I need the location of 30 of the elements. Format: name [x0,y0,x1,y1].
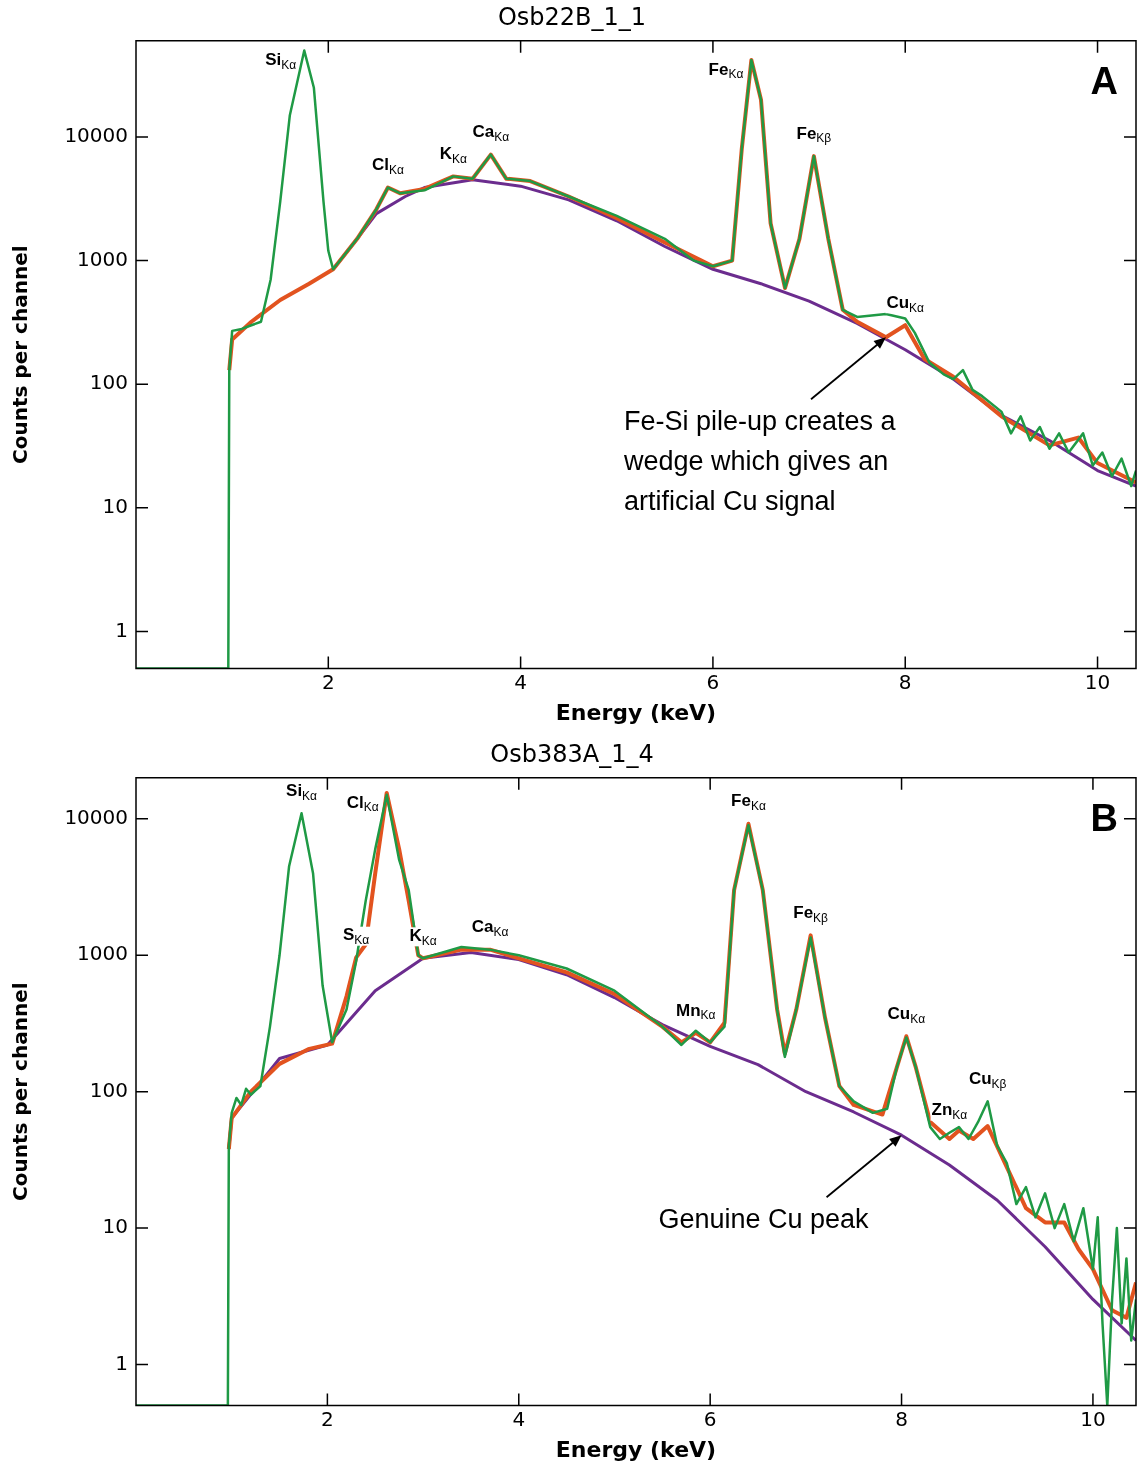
y-tick-label: 1000 [77,941,128,966]
x-axis-title: Energy (keV) [555,699,717,725]
y-tick-label: 10000 [64,805,128,830]
y-tick-label: 10 [102,493,128,518]
x-tick-label: 4 [514,669,527,694]
x-tick-label: 2 [321,669,335,694]
x-tick-label: 6 [706,669,720,694]
annotation: B [1090,797,1118,840]
x-tick-label: 8 [898,669,912,694]
annotation: Genuine Cu peak [658,1204,870,1235]
x-tick-label: 2 [321,1406,334,1431]
y-tick-label: 100 [89,1077,128,1102]
y-axis-title: Counts per channel [8,982,33,1201]
x-tick-label: 8 [895,1406,908,1431]
y-tick-label: 1 [115,1350,128,1375]
chart-title: Osb22B_1_1 [497,2,647,31]
annotation: A [1090,60,1118,103]
y-tick-label: 1 [115,617,128,642]
y-tick-label: 10 [102,1214,128,1239]
x-tick-label: 10 [1084,669,1111,694]
y-tick-label: 1000 [77,246,128,271]
x-axis-title: Energy (keV) [555,1436,717,1462]
y-tick-label: 10000 [64,123,128,148]
chart-title: Osb383A_1_4 [490,739,654,768]
x-tick-label: 6 [703,1406,717,1431]
x-tick-label: 4 [512,1406,526,1431]
annotation: Fe-Si pile-up creates a wedge which gives an artificial Cu signal [623,406,897,517]
y-tick-label: 100 [89,370,128,395]
y-axis-title: Counts per channel [8,245,33,464]
x-tick-label: 10 [1080,1406,1106,1431]
